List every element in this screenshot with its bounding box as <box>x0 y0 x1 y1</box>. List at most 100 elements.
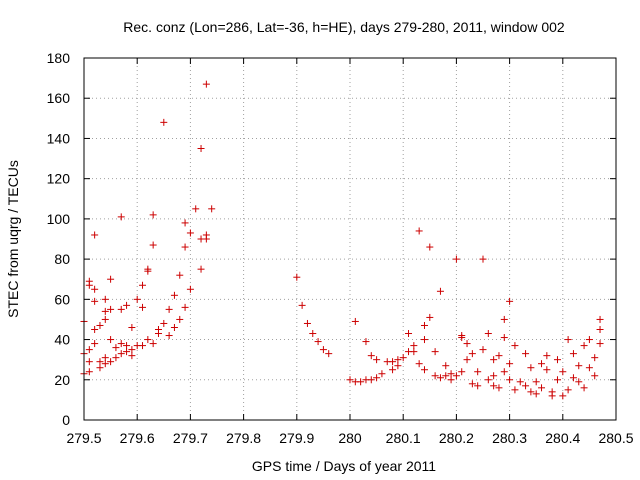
data-point <box>468 380 476 388</box>
data-point <box>420 336 428 344</box>
data-point <box>91 297 99 305</box>
data-point <box>522 382 530 390</box>
data-point <box>452 372 460 380</box>
data-point <box>553 356 561 364</box>
data-point <box>319 346 327 354</box>
x-tick-label: 280.5 <box>598 430 633 446</box>
data-point <box>96 364 104 372</box>
data-point <box>575 362 583 370</box>
data-point <box>420 321 428 329</box>
data-points <box>80 80 604 400</box>
data-point <box>107 358 115 366</box>
data-point <box>585 364 593 372</box>
data-point <box>85 346 93 354</box>
data-point <box>569 350 577 358</box>
data-point <box>123 348 131 356</box>
data-point <box>431 372 439 380</box>
data-point <box>431 348 439 356</box>
data-point <box>468 350 476 358</box>
data-point <box>458 368 466 376</box>
data-point <box>160 319 168 327</box>
data-point <box>490 372 498 380</box>
data-point <box>91 340 99 348</box>
data-point <box>144 336 152 344</box>
data-point <box>202 80 210 88</box>
data-point <box>527 364 535 372</box>
data-point <box>133 295 141 303</box>
data-point <box>506 376 514 384</box>
grid-lines <box>84 58 616 420</box>
y-tick-label: 20 <box>54 372 70 388</box>
data-point <box>117 305 125 313</box>
data-point <box>85 358 93 366</box>
data-point <box>591 354 599 362</box>
data-point <box>181 303 189 311</box>
data-point <box>373 374 381 382</box>
x-tick-label: 279.9 <box>279 430 314 446</box>
data-point <box>367 352 375 360</box>
data-point <box>447 376 455 384</box>
data-point <box>128 352 136 360</box>
y-tick-label: 120 <box>47 171 71 187</box>
data-point <box>144 265 152 273</box>
data-point <box>197 265 205 273</box>
data-point <box>139 281 147 289</box>
data-point <box>91 231 99 239</box>
data-point <box>436 287 444 295</box>
x-tick-label: 280.3 <box>492 430 527 446</box>
data-point <box>389 366 397 374</box>
data-point <box>117 340 125 348</box>
data-point <box>580 384 588 392</box>
data-point <box>516 378 524 386</box>
data-point <box>197 145 205 152</box>
data-point <box>506 360 514 368</box>
data-point <box>176 315 184 323</box>
data-point <box>160 118 168 126</box>
data-point <box>351 317 359 325</box>
data-point <box>101 360 109 368</box>
data-point <box>165 332 173 340</box>
data-point <box>362 338 370 346</box>
data-point <box>442 372 450 380</box>
data-point <box>128 346 136 354</box>
data-point <box>538 384 546 392</box>
data-point <box>442 362 450 370</box>
x-tick-label: 279.6 <box>120 430 155 446</box>
data-point <box>314 338 322 346</box>
data-point <box>553 376 561 384</box>
data-point <box>394 362 402 370</box>
x-tick-label: 280.2 <box>439 430 474 446</box>
data-point <box>479 255 487 263</box>
data-point <box>357 378 365 386</box>
data-point <box>591 372 599 380</box>
data-point <box>107 336 115 344</box>
data-point <box>564 386 572 394</box>
data-point <box>192 205 200 213</box>
data-point <box>186 229 194 237</box>
data-point <box>170 291 178 299</box>
data-point <box>490 382 498 390</box>
data-point <box>107 305 115 313</box>
x-tick-labels: 279.5 279.6 279.7 279.8 279.9 280 280.1 280.2 28… <box>66 430 633 446</box>
data-point <box>389 358 397 366</box>
data-point <box>325 350 333 358</box>
data-point <box>309 330 317 338</box>
y-tick-label: 100 <box>47 211 71 227</box>
y-tick-label: 180 <box>47 50 71 66</box>
data-point <box>96 321 104 329</box>
data-point <box>474 368 482 376</box>
data-point <box>447 370 455 378</box>
data-point <box>176 271 184 279</box>
data-point <box>495 352 503 360</box>
x-tick-label: 279.8 <box>226 430 261 446</box>
data-point <box>484 376 492 384</box>
data-point <box>506 297 514 305</box>
x-tick-label: 280.1 <box>386 430 421 446</box>
data-point <box>463 356 471 364</box>
data-point <box>399 354 407 362</box>
data-point <box>303 319 311 327</box>
data-point <box>117 213 125 221</box>
y-tick-label: 80 <box>54 251 70 267</box>
data-point <box>293 273 301 281</box>
data-point <box>96 358 104 366</box>
